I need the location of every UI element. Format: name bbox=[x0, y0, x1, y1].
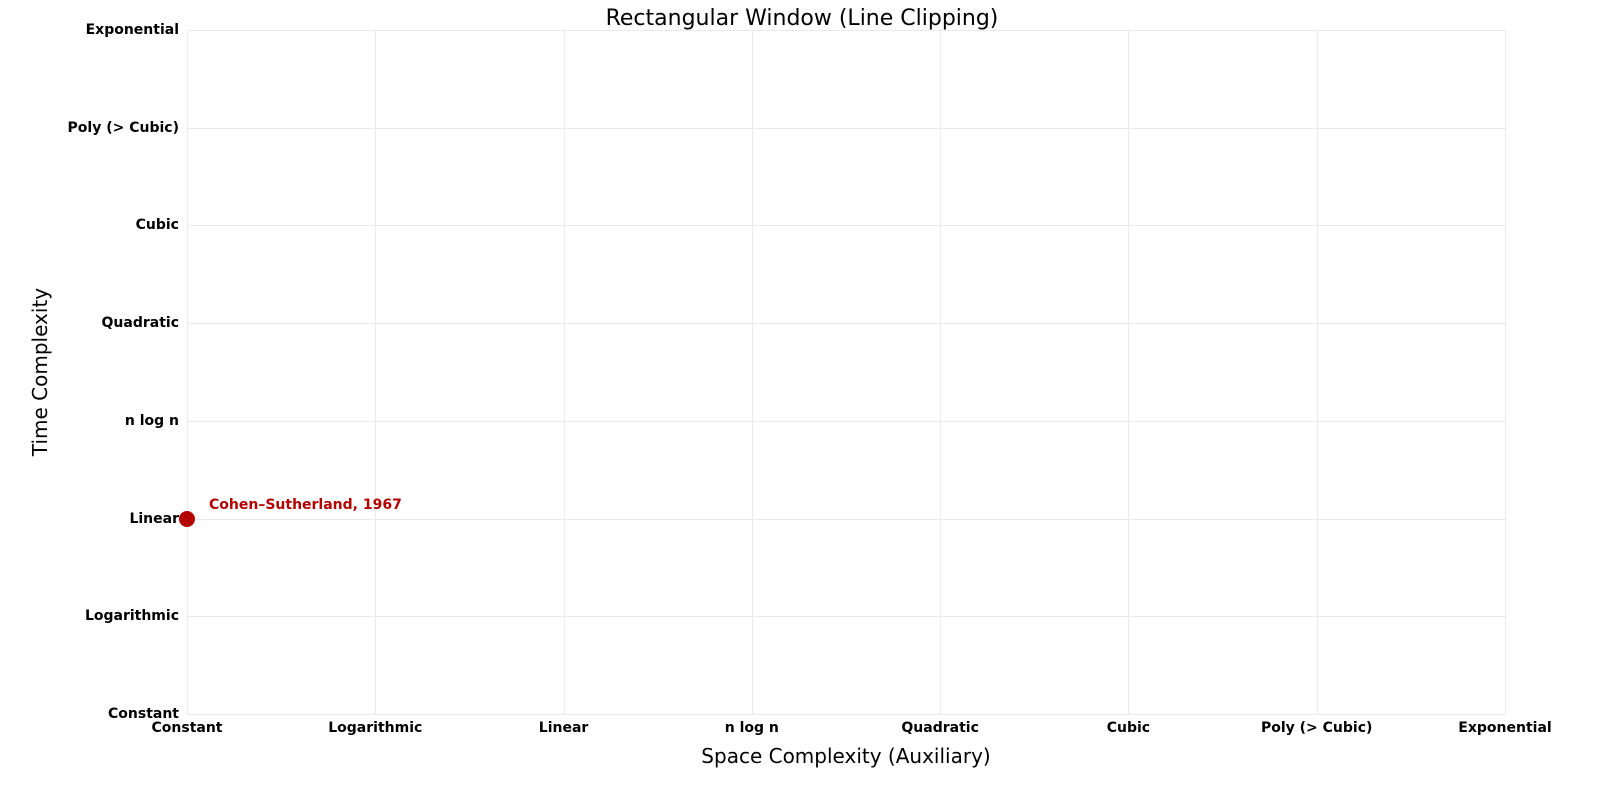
gridline-horizontal bbox=[187, 519, 1505, 520]
gridline-vertical bbox=[564, 30, 565, 714]
y-axis-label: Time Complexity bbox=[28, 288, 52, 456]
chart-container: Rectangular Window (Line Clipping) Cohen… bbox=[0, 0, 1604, 794]
gridline-vertical bbox=[1128, 30, 1129, 714]
x-tick-label: Exponential bbox=[1458, 720, 1551, 736]
y-tick-label: Logarithmic bbox=[85, 608, 179, 624]
x-tick-label: n log n bbox=[725, 720, 779, 736]
gridline-vertical bbox=[187, 30, 188, 714]
y-tick-label: Constant bbox=[108, 706, 179, 722]
chart-title: Rectangular Window (Line Clipping) bbox=[0, 6, 1604, 31]
gridline-vertical bbox=[940, 30, 941, 714]
y-tick-label: n log n bbox=[125, 413, 179, 429]
gridline-vertical bbox=[375, 30, 376, 714]
x-tick-label: Quadratic bbox=[901, 720, 978, 736]
x-tick-label: Constant bbox=[152, 720, 223, 736]
gridline-horizontal bbox=[187, 714, 1505, 715]
y-tick-label: Poly (> Cubic) bbox=[68, 120, 179, 136]
x-tick-label: Logarithmic bbox=[328, 720, 422, 736]
y-tick-label: Cubic bbox=[136, 217, 179, 233]
gridline-vertical bbox=[1505, 30, 1506, 714]
gridline-vertical bbox=[752, 30, 753, 714]
x-axis-label: Space Complexity (Auxiliary) bbox=[701, 744, 990, 768]
data-point-label: Cohen–Sutherland, 1967 bbox=[209, 497, 402, 513]
gridline-horizontal bbox=[187, 225, 1505, 226]
gridline-horizontal bbox=[187, 30, 1505, 31]
y-tick-label: Quadratic bbox=[102, 315, 179, 331]
gridline-horizontal bbox=[187, 128, 1505, 129]
gridline-horizontal bbox=[187, 323, 1505, 324]
y-tick-label: Linear bbox=[129, 511, 179, 527]
data-point bbox=[179, 511, 195, 527]
gridline-vertical bbox=[1317, 30, 1318, 714]
x-tick-label: Cubic bbox=[1107, 720, 1150, 736]
gridline-horizontal bbox=[187, 616, 1505, 617]
x-tick-label: Linear bbox=[539, 720, 589, 736]
plot-area: Cohen–Sutherland, 1967 bbox=[187, 30, 1505, 714]
y-tick-label: Exponential bbox=[86, 22, 179, 38]
x-tick-label: Poly (> Cubic) bbox=[1261, 720, 1372, 736]
gridline-horizontal bbox=[187, 421, 1505, 422]
